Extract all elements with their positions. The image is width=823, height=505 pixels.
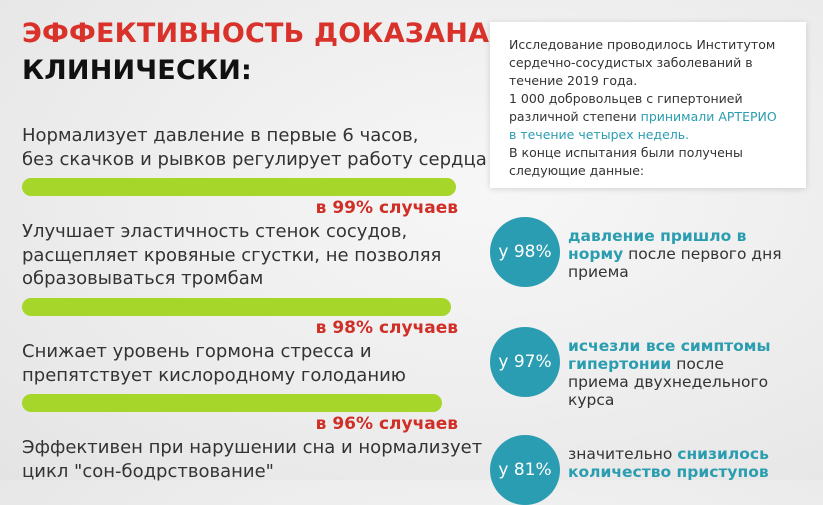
study-text: в течение четырех недель. <box>509 127 689 142</box>
progress-bar <box>22 297 452 316</box>
benefit-text: Снижает уровень гормона стресса и <box>22 341 372 362</box>
stat-text: приема <box>568 263 629 281</box>
study-text: 1 000 добровольцев с гипертонией <box>509 91 743 106</box>
stat-text: количество приступов <box>568 463 769 481</box>
benefit-text: Улучшает эластичность стенок сосудов, <box>22 221 408 242</box>
text-segment: в течение четырех недель. <box>509 127 690 142</box>
progress-bar <box>22 394 443 412</box>
stat-circle: у 97% <box>490 327 560 397</box>
study-text: Исследование проводилось Институтом <box>509 37 775 52</box>
study-text: В конце испытания были получены <box>509 145 743 160</box>
stat-text: курса <box>568 391 614 409</box>
text-segment: приема <box>568 263 629 281</box>
stat-circle: у 98% <box>490 217 560 287</box>
benefit-text: Нормализует давление в первые 6 часов, <box>22 125 419 146</box>
stat-text: приема двухнедельного <box>568 373 768 391</box>
text-segment: течение 2019 года. <box>509 73 638 88</box>
text-segment: гипертонии <box>568 355 672 373</box>
text-segment: принимали АРТЕРИО <box>640 109 777 124</box>
stat-text: норму после первого дня <box>568 245 782 263</box>
stat-text: исчезли все симптомы <box>568 337 770 355</box>
benefit-text: цикл "сон-бодрствование" <box>22 460 274 482</box>
study-text: различной степени принимали АРТЕРИО <box>509 109 777 124</box>
text-segment: следующие данные: <box>509 163 645 178</box>
text-segment: приема двухнедельного <box>568 373 769 391</box>
text-segment: различной степени <box>509 109 641 124</box>
text-segment: после первого дня <box>623 245 782 263</box>
text-segment: количество приступов <box>568 463 769 481</box>
benefit-percent: в 98% случаев <box>315 317 458 338</box>
study-text: течение 2019 года. <box>509 73 637 88</box>
study-box: Исследование проводилось Институтом серде… <box>490 22 806 188</box>
benefit-text: образовываться тромбам <box>22 268 264 289</box>
text-segment: давление пришло в <box>568 227 747 245</box>
study-text: сердечно-сосудистых заболеваний в <box>509 55 753 70</box>
text-segment: норму <box>568 245 624 263</box>
stat-circle: у 81% <box>490 435 560 505</box>
title-line: КЛИНИЧЕСКИ: <box>22 55 253 86</box>
text-segment: исчезли все симптомы <box>568 337 771 355</box>
text-segment: 1 000 добровольцев с гипертонией <box>509 91 743 106</box>
stat-text: гипертонии после <box>568 355 724 373</box>
text-segment: курса <box>568 391 615 409</box>
benefit-text: без скачков и рывков регулирует работу с… <box>22 148 487 170</box>
title-line: ЭФФЕКТИВНОСТЬ ДОКАЗАНА <box>22 18 490 49</box>
benefit-text: расщепляет кровяные сгустки, не позволяя <box>22 244 442 266</box>
benefit-text: препятствует кислородному голоданию <box>22 364 406 386</box>
text-segment: значительно <box>568 445 678 463</box>
stat-text: давление пришло в <box>568 227 746 245</box>
stat-text: значительно снизилось <box>568 445 769 463</box>
study-text: следующие данные: <box>509 163 644 178</box>
benefit-percent: в 96% случаев <box>315 414 458 434</box>
text-segment: снизилось <box>677 445 769 463</box>
text-segment: Исследование проводилось Институтом <box>509 37 776 52</box>
text-segment: В конце испытания были получены <box>509 145 743 160</box>
text-segment: сердечно-сосудистых заболеваний в <box>509 55 753 70</box>
progress-bar <box>22 178 456 196</box>
text-segment: после <box>671 355 724 373</box>
benefit-text: Эффективен при нарушении сна и нормализу… <box>22 437 483 458</box>
benefit-percent: в 99% случаев <box>315 198 458 218</box>
